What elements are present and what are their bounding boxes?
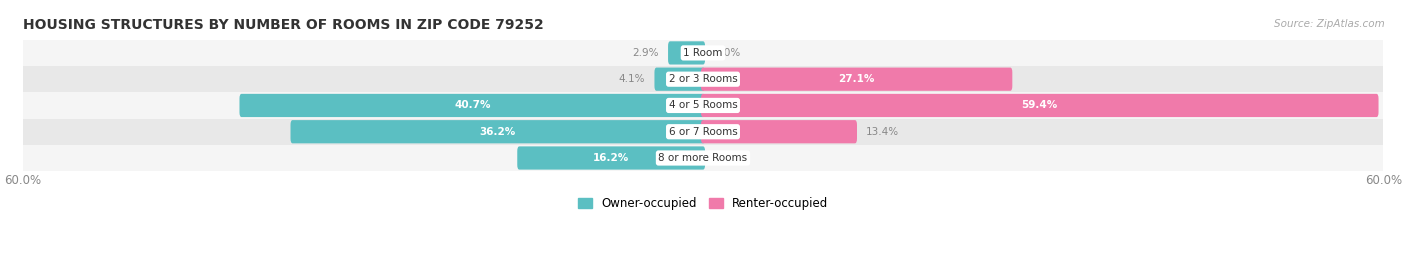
Text: 4.1%: 4.1%: [619, 74, 645, 84]
Text: 16.2%: 16.2%: [593, 153, 630, 163]
Text: 2 or 3 Rooms: 2 or 3 Rooms: [669, 74, 737, 84]
Bar: [22, 145, 1384, 171]
Text: 4 or 5 Rooms: 4 or 5 Rooms: [669, 100, 737, 110]
Text: 0.0%: 0.0%: [714, 48, 741, 58]
Text: 40.7%: 40.7%: [454, 100, 491, 110]
Bar: [22, 92, 1384, 119]
FancyBboxPatch shape: [654, 68, 704, 91]
Text: 0.0%: 0.0%: [714, 153, 741, 163]
FancyBboxPatch shape: [239, 94, 704, 117]
Bar: [22, 119, 1384, 145]
Text: 1 Room: 1 Room: [683, 48, 723, 58]
FancyBboxPatch shape: [668, 41, 704, 65]
Legend: Owner-occupied, Renter-occupied: Owner-occupied, Renter-occupied: [572, 193, 834, 215]
Text: 36.2%: 36.2%: [479, 127, 516, 137]
Text: 2.9%: 2.9%: [633, 48, 659, 58]
FancyBboxPatch shape: [517, 146, 704, 170]
Text: 27.1%: 27.1%: [838, 74, 875, 84]
Bar: [22, 66, 1384, 92]
FancyBboxPatch shape: [702, 68, 1012, 91]
Bar: [22, 40, 1384, 66]
FancyBboxPatch shape: [702, 94, 1378, 117]
Text: 59.4%: 59.4%: [1022, 100, 1057, 110]
Text: 6 or 7 Rooms: 6 or 7 Rooms: [669, 127, 737, 137]
Text: HOUSING STRUCTURES BY NUMBER OF ROOMS IN ZIP CODE 79252: HOUSING STRUCTURES BY NUMBER OF ROOMS IN…: [22, 18, 544, 32]
Text: Source: ZipAtlas.com: Source: ZipAtlas.com: [1274, 19, 1385, 29]
FancyBboxPatch shape: [291, 120, 704, 143]
Text: 8 or more Rooms: 8 or more Rooms: [658, 153, 748, 163]
FancyBboxPatch shape: [702, 120, 858, 143]
Text: 13.4%: 13.4%: [866, 127, 900, 137]
